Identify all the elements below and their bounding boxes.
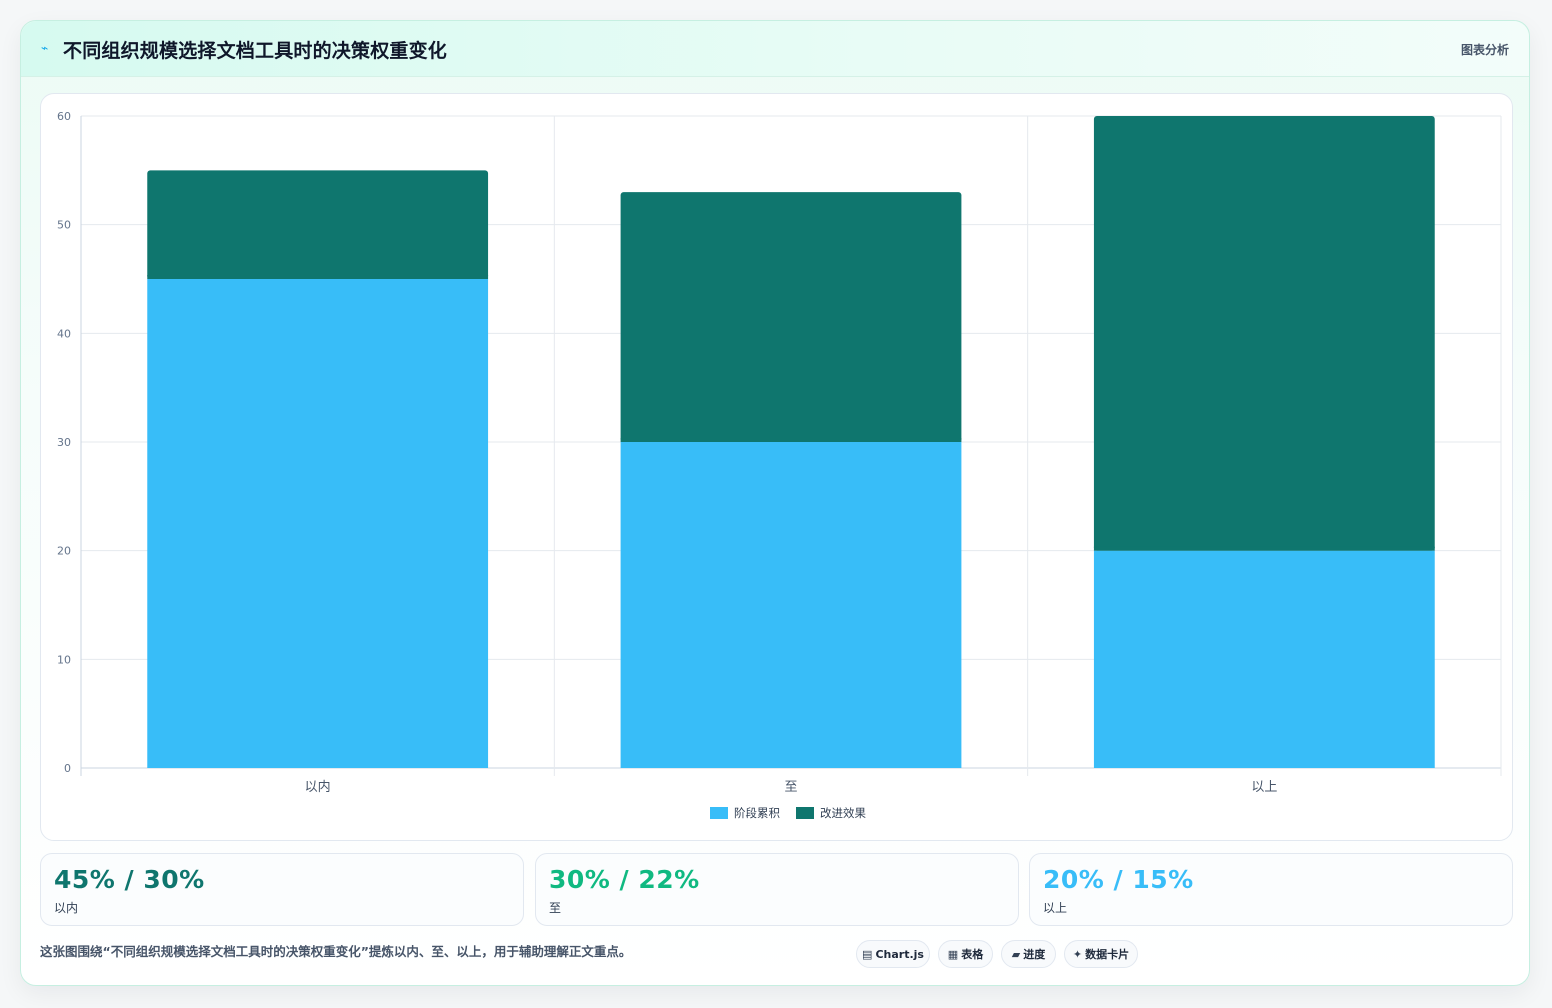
bar-segment [147,170,489,279]
tag-progress[interactable]: ▰ 进度 [1001,940,1056,968]
stat-value: 20% / 15% [1043,865,1194,894]
legend-label: 阶段累积 [734,806,780,820]
stat-value: 30% / 22% [549,865,700,894]
chart-footnote: 这张图围绕“不同组织规模选择文档工具时的决策权重变化”提炼以内、至、以上，用于辅… [40,944,632,959]
stat-value: 45% / 30% [54,865,205,894]
stat-card: 30% / 22% 至 [535,853,1019,926]
legend-swatch [796,807,814,819]
stat-label: 以内 [54,901,79,915]
y-tick-label: 30 [57,436,71,449]
progress-icon: ▰ [1011,948,1021,961]
y-tick-label: 10 [57,653,71,666]
x-tick-label: 以内 [305,779,331,795]
bar-segment-base [147,275,489,279]
bar-segment-base [620,438,962,442]
sparkle-icon: ✦ [1072,948,1083,961]
stat-label: 以上 [1043,901,1068,915]
y-tick-label: 20 [57,545,71,558]
y-tick-label: 50 [57,219,71,232]
x-tick-label: 至 [784,780,797,795]
card-header: ⌁ 不同组织规模选择文档工具时的决策权重变化 图表分析 [21,21,1529,77]
tag-label: Chart.js [875,948,924,961]
tag-label: 进度 [1023,948,1046,961]
table-icon: ▦ [947,948,959,961]
chart-icon: ▤ [862,948,873,961]
stat-card: 20% / 15% 以上 [1029,853,1513,926]
stat-card: 45% / 30% 以内 [40,853,524,926]
legend-swatch [710,807,728,819]
bar-segment [1093,116,1435,551]
tag-data-card[interactable]: ✦ 数据卡片 [1064,940,1138,968]
tag-label: 表格 [961,948,984,961]
y-tick-label: 0 [64,762,71,775]
x-tick-label: 以上 [1251,780,1277,795]
y-tick-label: 40 [57,327,71,340]
chart-card: ⌁ 不同组织规模选择文档工具时的决策权重变化 图表分析 0 10 20 30 40 50 6… [20,20,1530,986]
tag-table[interactable]: ▦ 表格 [938,940,993,968]
legend-label: 改进效果 [820,806,866,820]
stat-label: 至 [549,901,562,915]
bar-segment [620,192,962,442]
chart-analysis-label[interactable]: 图表分析 [1460,43,1509,57]
bar-segment [147,279,489,768]
chart-title: 不同组织规模选择文档工具时的决策权重变化 [63,40,448,62]
sparkline-icon: ⌁ [41,41,49,55]
stat-cards: 45% / 30% 以内 30% / 22% 至 20% / 15% 以上 [40,853,1513,926]
bar-segment-base [1093,546,1435,551]
bar-segment [620,442,962,768]
tag-chartjs[interactable]: ▤ Chart.js [856,940,930,968]
chart-panel: 0 10 20 30 40 50 60 以内 至 以上阶段累积 改进效果 [40,93,1513,841]
bar-segment [1093,550,1435,768]
tag-label: 数据卡片 [1085,948,1130,961]
y-tick-label: 60 [57,110,71,123]
